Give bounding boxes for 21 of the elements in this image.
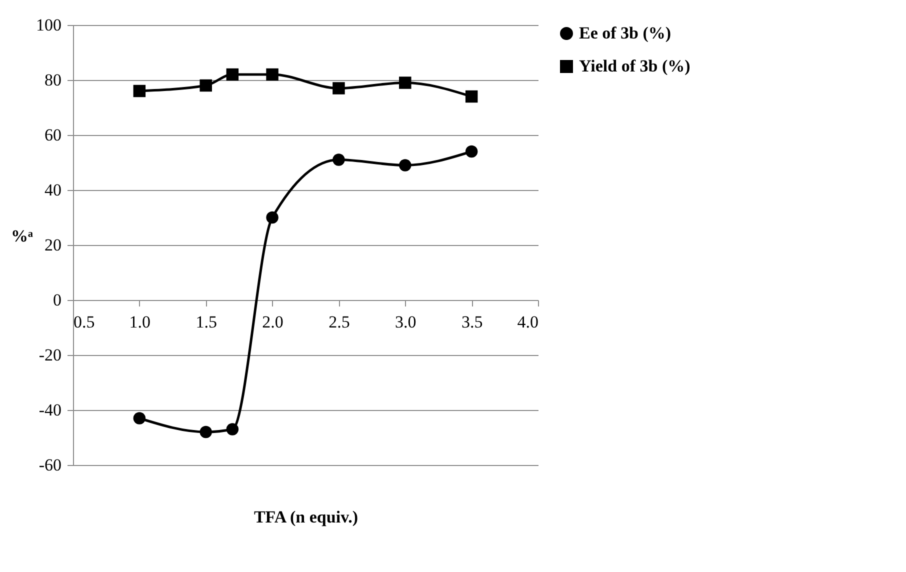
y-tick-label: 60 [44, 126, 62, 144]
x-tick-label: 3.0 [395, 312, 416, 332]
y-tick-label: -40 [38, 400, 62, 420]
x-tick-label: 4.0 [517, 312, 538, 332]
y-tick-label: -60 [38, 456, 62, 474]
legend-label: Ee of 3b (%) [579, 24, 672, 42]
x-tick-label: 3.5 [461, 312, 483, 332]
y-tick-label: 80 [44, 70, 62, 90]
y-tick-label: -20 [38, 346, 62, 364]
x-axis-title: TFA (n equiv.) [254, 508, 358, 526]
y-tick-label: 0 [53, 290, 62, 310]
x-tick-label: 0.5 [74, 312, 95, 332]
x-tick-label: 2.5 [328, 312, 350, 332]
legend-label: Yield of 3b (%) [579, 56, 690, 76]
y-tick-label: 40 [44, 180, 62, 200]
y-tick-label: 100 [36, 16, 62, 34]
y-axis-title: %ᵃ [11, 226, 34, 246]
x-tick-label: 2.0 [262, 312, 284, 332]
y-tick-label: 20 [44, 236, 62, 254]
x-tick-label: 1.5 [196, 312, 217, 332]
x-tick-label: 1.0 [129, 312, 151, 332]
